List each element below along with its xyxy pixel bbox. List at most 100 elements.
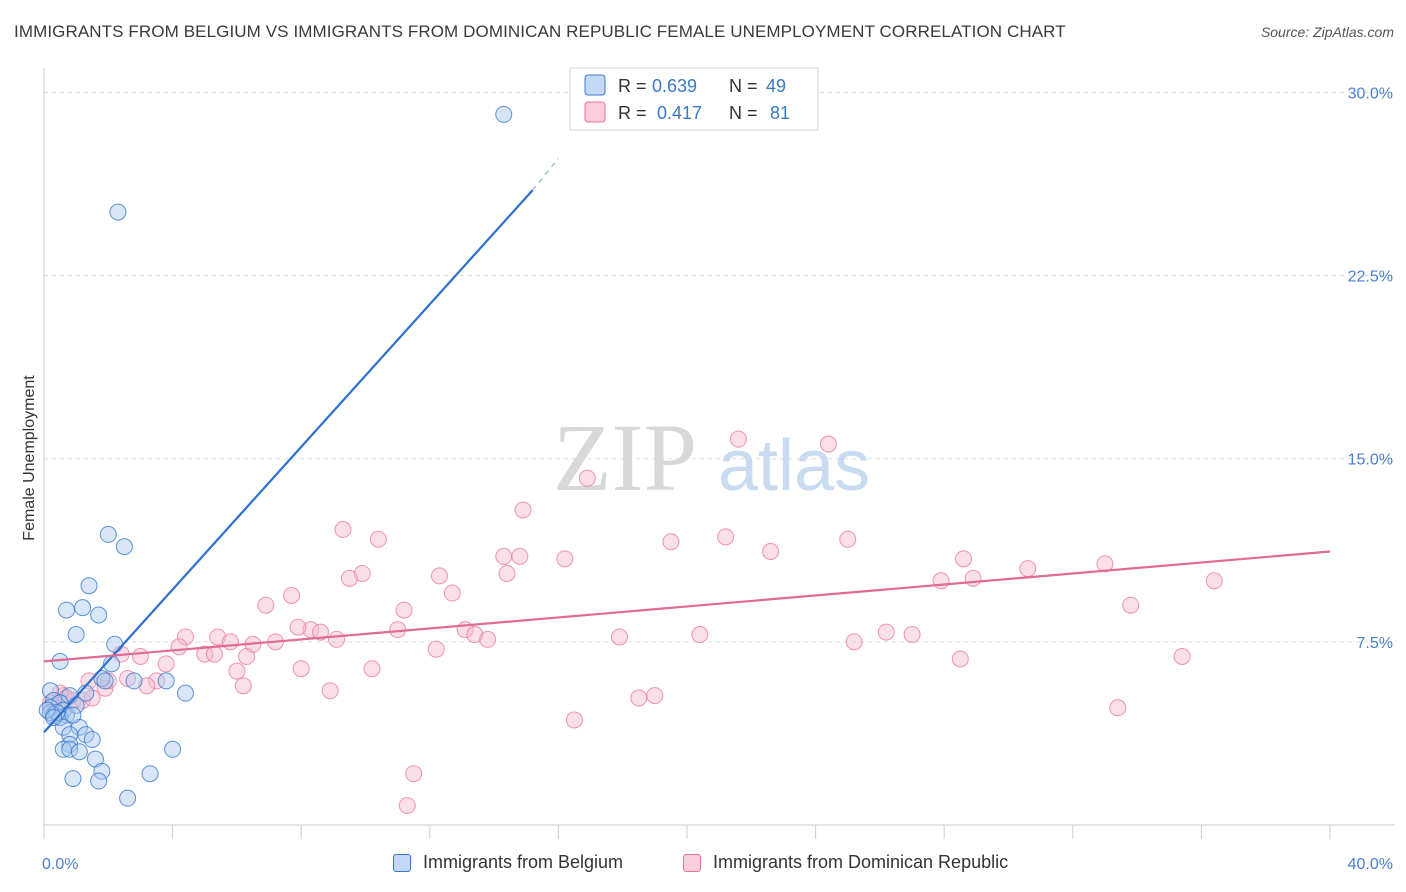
dominican-point: [565, 711, 583, 729]
dominican-point: [717, 528, 735, 546]
series-legend-dominican: Immigrants from Dominican Republic: [683, 852, 1008, 873]
belgium-point: [61, 740, 79, 758]
dominican-point: [395, 601, 413, 619]
watermark: ZIP atlas: [553, 404, 870, 511]
dominican-point: [466, 626, 484, 644]
x-tick-label: 40.0%: [1348, 856, 1393, 873]
belgium-point: [70, 743, 88, 761]
series-label-belgium: Immigrants from Belgium: [423, 852, 624, 872]
chart-title: IMMIGRANTS FROM BELGIUM VS IMMIGRANTS FR…: [14, 22, 1066, 41]
legend-r-label-belgium: R =: [618, 76, 647, 96]
dominican-point: [430, 567, 448, 585]
belgium-point: [80, 577, 98, 595]
watermark-atlas: atlas: [718, 426, 870, 506]
dominican-point: [511, 547, 529, 565]
belgium-point: [51, 709, 69, 727]
dominican-point: [328, 630, 346, 648]
belgium-point: [93, 762, 111, 780]
belgium-point: [90, 772, 108, 790]
dominican-point: [630, 689, 648, 707]
dominican-point: [398, 796, 416, 814]
dominican-point: [662, 533, 680, 551]
correlation-legend: R = 0.639 N = 49 R = 0.417 N = 81: [569, 67, 819, 131]
belgium-point: [41, 682, 59, 700]
dominican-point: [498, 564, 516, 582]
series-swatch-belgium: [393, 853, 411, 872]
dominican-point: [729, 430, 747, 448]
x-ticks: [43, 825, 1331, 839]
dominican-point: [427, 640, 445, 658]
dominican-point: [334, 521, 352, 539]
dominican-point: [311, 623, 329, 641]
dominican-point: [157, 655, 175, 673]
belgium-point: [106, 635, 124, 653]
series-label-dominican: Immigrants from Dominican Republic: [713, 852, 1009, 872]
legend-box: [569, 67, 819, 131]
legend-n-belgium: 49: [766, 76, 786, 96]
dominican-point: [209, 628, 227, 646]
dominican-point: [1109, 699, 1127, 717]
belgium-point: [45, 709, 63, 727]
legend-n-dominican: 81: [770, 103, 790, 123]
dominican-point: [964, 569, 982, 587]
dominican-point: [289, 618, 307, 636]
dominican-point: [283, 586, 301, 604]
legend-r-label-dominican: R =: [618, 103, 647, 123]
dominican-point: [932, 572, 950, 590]
dominican-point: [479, 630, 497, 648]
belgium-point: [74, 599, 92, 617]
dominican-point: [877, 623, 895, 641]
y-tick-label: 15.0%: [1348, 452, 1393, 469]
legend-swatch-dominican: [584, 101, 606, 123]
dominican-point: [238, 648, 256, 666]
source-label: Source: ZipAtlas.com: [1260, 24, 1394, 40]
belgium-point: [125, 672, 143, 690]
dominican-point: [257, 596, 275, 614]
dominican-point: [1173, 648, 1191, 666]
series-legend-belgium: Immigrants from Belgium: [393, 852, 623, 873]
dominican-point: [495, 547, 513, 565]
dominican-point: [819, 435, 837, 453]
dominican-point: [148, 672, 166, 690]
dominican-point: [321, 682, 339, 700]
x-tick-label: 0.0%: [42, 856, 78, 873]
belgium-points: [38, 105, 513, 807]
dominican-point: [556, 550, 574, 568]
series-legend: Immigrants from Belgium Immigrants from …: [0, 852, 1406, 878]
belgium-point: [157, 672, 175, 690]
belgium-point: [164, 740, 182, 758]
dominican-point: [405, 765, 423, 783]
belgium-point: [83, 731, 101, 749]
belgium-trend-extension: [532, 157, 559, 191]
belgium-point: [119, 789, 137, 807]
dominican-point: [234, 677, 252, 695]
belgium-point: [141, 765, 159, 783]
dominican-point: [1122, 596, 1140, 614]
y-tick-label: 30.0%: [1348, 85, 1393, 102]
legend-r-belgium: 0.639: [652, 76, 697, 96]
belgium-point: [64, 770, 82, 788]
belgium-point: [176, 684, 194, 702]
dominican-point: [954, 550, 972, 568]
legend-n-label-belgium: N =: [729, 76, 758, 96]
dominican-point: [292, 660, 310, 678]
dominican-point: [762, 543, 780, 561]
belgium-point: [109, 203, 127, 221]
dominican-point: [839, 530, 857, 548]
y-tick-label: 7.5%: [1357, 635, 1393, 652]
dominican-point: [170, 638, 188, 656]
dominican-point: [514, 501, 532, 519]
y-tick-label: 22.5%: [1348, 269, 1393, 286]
legend-n-label-dominican: N =: [729, 103, 758, 123]
dominican-point: [951, 650, 969, 668]
gridlines: [44, 91, 1395, 643]
x-tick-labels: 0.0% 40.0%: [42, 856, 1393, 873]
dominican-point: [1205, 572, 1223, 590]
belgium-point: [38, 701, 56, 719]
belgium-point: [58, 601, 76, 619]
belgium-point: [96, 672, 114, 690]
dominican-point: [353, 564, 371, 582]
belgium-point: [495, 105, 513, 123]
belgium-point: [99, 525, 117, 543]
dominican-point: [903, 626, 921, 644]
